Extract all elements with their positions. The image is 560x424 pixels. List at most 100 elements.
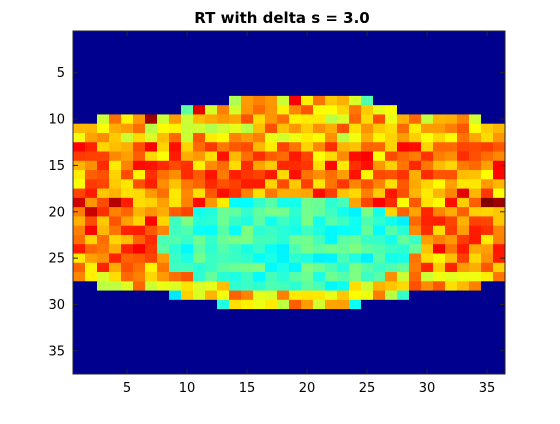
heatmap-cell	[181, 290, 194, 301]
heatmap-cell	[373, 309, 386, 319]
heatmap-cell	[133, 290, 146, 301]
heatmap-cell	[445, 336, 458, 347]
heatmap-cell	[493, 327, 506, 338]
heatmap-cell	[241, 123, 254, 134]
heatmap-cell	[397, 151, 410, 162]
heatmap-cell	[109, 31, 122, 41]
heatmap-cell	[337, 95, 350, 106]
heatmap-cell	[421, 188, 434, 199]
heatmap-cell	[193, 309, 206, 319]
heatmap-cell	[133, 49, 146, 60]
heatmap-cell	[493, 197, 506, 208]
heatmap-cell	[337, 40, 350, 50]
heatmap-cell	[289, 225, 302, 236]
heatmap-cell	[229, 160, 242, 171]
heatmap-cell	[457, 309, 470, 319]
heatmap-cell	[217, 364, 230, 375]
heatmap-cell	[313, 355, 326, 366]
heatmap-cell	[97, 290, 110, 301]
heatmap-cell	[409, 77, 422, 88]
heatmap-cell	[109, 179, 122, 189]
heatmap-cell	[121, 290, 134, 301]
heatmap-cell	[409, 188, 422, 199]
heatmap-cell	[325, 364, 338, 375]
heatmap-cell	[337, 142, 350, 152]
heatmap-cell	[457, 234, 470, 245]
heatmap-cell	[433, 86, 446, 97]
heatmap-cell	[169, 207, 182, 217]
heatmap-cell	[133, 336, 146, 347]
heatmap-cell	[325, 272, 338, 282]
heatmap-cell	[469, 355, 482, 366]
heatmap-cell	[337, 160, 350, 171]
heatmap-cell	[205, 188, 218, 199]
heatmap-cell	[301, 114, 314, 125]
heatmap-cell	[277, 197, 290, 208]
heatmap-cell	[373, 105, 386, 115]
heatmap-cell	[121, 77, 134, 88]
heatmap-cell	[445, 346, 458, 356]
heatmap-cell	[73, 234, 86, 245]
heatmap-cell	[181, 234, 194, 245]
heatmap-cell	[433, 318, 446, 329]
heatmap-cell	[265, 49, 278, 60]
heatmap-cell	[337, 355, 350, 366]
heatmap-cell	[205, 160, 218, 171]
heatmap-cell	[349, 244, 362, 254]
heatmap-cell	[157, 346, 170, 356]
heatmap-cell	[457, 336, 470, 347]
heatmap-cell	[457, 355, 470, 366]
heatmap-cell	[181, 160, 194, 171]
heatmap-cell	[253, 318, 266, 329]
heatmap-cell	[469, 216, 482, 227]
heatmap-cell	[373, 225, 386, 236]
heatmap-cell	[373, 179, 386, 189]
heatmap-cell	[121, 234, 134, 245]
heatmap-cell	[361, 346, 374, 356]
heatmap-cell	[85, 95, 98, 106]
heatmap-cell	[457, 207, 470, 217]
heatmap-cell	[145, 179, 158, 189]
heatmap-cell	[73, 170, 86, 180]
heatmap-cell	[289, 318, 302, 329]
heatmap-cell	[109, 160, 122, 171]
heatmap-cell	[373, 281, 386, 291]
heatmap-cell	[481, 346, 494, 356]
heatmap-cell	[265, 290, 278, 301]
heatmap-cell	[157, 262, 170, 273]
heatmap-cell	[421, 336, 434, 347]
heatmap-cell	[349, 188, 362, 199]
heatmap-cell	[301, 355, 314, 366]
heatmap-cell	[469, 68, 482, 78]
heatmap-cell	[205, 244, 218, 254]
heatmap-cell	[313, 290, 326, 301]
heatmap-cell	[313, 188, 326, 199]
heatmap-cell	[469, 225, 482, 236]
heatmap-cell	[457, 114, 470, 125]
heatmap-cell	[229, 207, 242, 217]
heatmap-cell	[97, 336, 110, 347]
heatmap-cell	[241, 234, 254, 245]
heatmap-cell	[373, 234, 386, 245]
heatmap-cell	[301, 197, 314, 208]
heatmap-cell	[229, 281, 242, 291]
heatmap-cell	[421, 290, 434, 301]
heatmap-cell	[157, 225, 170, 236]
heatmap-cell	[229, 327, 242, 338]
heatmap-cell	[145, 290, 158, 301]
heatmap-cell	[133, 95, 146, 106]
heatmap-cell	[217, 262, 230, 273]
heatmap-cell	[493, 142, 506, 152]
heatmap-cell	[133, 40, 146, 50]
heatmap-cell	[205, 216, 218, 227]
heatmap-cell	[313, 262, 326, 273]
heatmap-cell	[481, 86, 494, 97]
heatmap-cell	[97, 132, 110, 143]
heatmap-cell	[373, 197, 386, 208]
heatmap-cell	[277, 346, 290, 356]
heatmap-cell	[145, 31, 158, 41]
heatmap-cell	[445, 77, 458, 88]
x-tick-label: 15	[239, 381, 256, 396]
heatmap-cell	[133, 170, 146, 180]
heatmap-cell	[433, 142, 446, 152]
